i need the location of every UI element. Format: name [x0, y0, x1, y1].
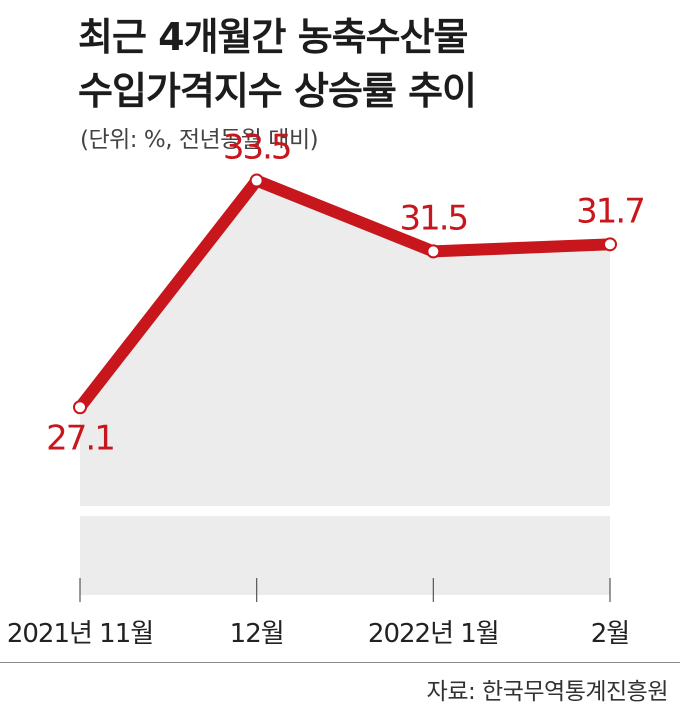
x-label-2: 2022년 1월 [368, 619, 499, 649]
chart-title-line2: 수입가격지수 상승률 추이 [78, 69, 477, 113]
data-point-0 [73, 400, 87, 415]
data-point-3 [603, 237, 617, 252]
area-band [80, 506, 610, 516]
series-line-layer [74, 174, 616, 414]
area-layer [80, 180, 610, 595]
x-axis-labels: 2021년 11월 12월 2022년 1월 2월 [7, 619, 630, 649]
data-label-3: 31.7 [576, 191, 644, 231]
data-point-2 [426, 244, 441, 259]
data-points [73, 173, 617, 415]
area-fill [80, 180, 610, 595]
data-point-1 [249, 173, 264, 188]
x-axis-ticks [79, 578, 611, 602]
data-label-1: 33.5 [223, 128, 291, 168]
unit-note: (단위: %, 전년동월 대비) [80, 127, 319, 153]
source-divider [0, 662, 680, 663]
series-line [74, 174, 616, 414]
x-label-3: 2월 [591, 619, 629, 649]
data-label-0: 27.1 [46, 418, 114, 458]
x-label-0: 2021년 11월 [7, 619, 153, 649]
line-chart: 27.1 33.5 31.5 31.7 2021년 11월 12월 2022년 1월 2월 [7, 128, 646, 649]
data-label-2: 31.5 [399, 198, 467, 238]
source-note: 자료: 한국무역통계진흥원 [426, 679, 669, 705]
chart-title-line1: 최근 4개월간 농축수산물 [78, 15, 469, 59]
data-labels: 27.1 33.5 31.5 31.7 [46, 128, 646, 459]
x-label-1: 12월 [230, 619, 284, 649]
